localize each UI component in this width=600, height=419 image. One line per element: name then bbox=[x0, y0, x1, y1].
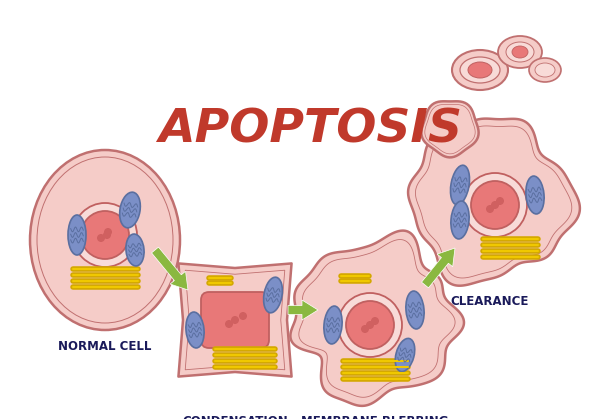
FancyArrow shape bbox=[152, 247, 188, 290]
Ellipse shape bbox=[97, 234, 105, 242]
Polygon shape bbox=[178, 264, 292, 377]
Ellipse shape bbox=[395, 339, 415, 372]
Ellipse shape bbox=[498, 36, 542, 68]
Polygon shape bbox=[290, 230, 464, 406]
FancyArrow shape bbox=[288, 300, 318, 320]
Ellipse shape bbox=[366, 321, 374, 329]
Ellipse shape bbox=[491, 201, 499, 209]
Ellipse shape bbox=[460, 57, 500, 83]
Ellipse shape bbox=[239, 312, 247, 320]
Text: CLEARANCE: CLEARANCE bbox=[451, 295, 529, 308]
Text: APOPTOSIS: APOPTOSIS bbox=[158, 108, 462, 153]
Ellipse shape bbox=[263, 277, 283, 313]
Ellipse shape bbox=[486, 205, 494, 213]
Ellipse shape bbox=[324, 306, 342, 344]
Ellipse shape bbox=[535, 63, 555, 77]
Ellipse shape bbox=[361, 325, 369, 333]
FancyBboxPatch shape bbox=[201, 292, 269, 348]
Ellipse shape bbox=[346, 301, 394, 349]
Ellipse shape bbox=[68, 215, 86, 255]
Ellipse shape bbox=[338, 293, 402, 357]
FancyArrow shape bbox=[422, 248, 455, 288]
Ellipse shape bbox=[30, 150, 180, 330]
Ellipse shape bbox=[37, 157, 173, 323]
Ellipse shape bbox=[506, 42, 534, 62]
Polygon shape bbox=[421, 101, 479, 158]
Ellipse shape bbox=[463, 173, 527, 237]
Ellipse shape bbox=[186, 312, 204, 348]
Ellipse shape bbox=[73, 203, 137, 267]
Ellipse shape bbox=[496, 197, 504, 205]
Ellipse shape bbox=[471, 181, 519, 229]
Ellipse shape bbox=[103, 231, 111, 239]
Ellipse shape bbox=[119, 192, 140, 228]
Ellipse shape bbox=[104, 228, 112, 236]
Ellipse shape bbox=[126, 234, 144, 266]
Polygon shape bbox=[408, 119, 580, 286]
Ellipse shape bbox=[81, 211, 129, 259]
Ellipse shape bbox=[512, 46, 528, 58]
Ellipse shape bbox=[468, 62, 492, 78]
Text: CONDENSATION: CONDENSATION bbox=[182, 415, 288, 419]
Text: MEMBRANE BLEBBING: MEMBRANE BLEBBING bbox=[301, 415, 449, 419]
Ellipse shape bbox=[225, 320, 233, 328]
Ellipse shape bbox=[231, 316, 239, 324]
Ellipse shape bbox=[406, 291, 424, 329]
Ellipse shape bbox=[526, 176, 544, 214]
Text: NORMAL CELL: NORMAL CELL bbox=[58, 340, 152, 353]
Ellipse shape bbox=[451, 165, 470, 205]
Ellipse shape bbox=[529, 58, 561, 82]
Ellipse shape bbox=[451, 201, 469, 239]
Ellipse shape bbox=[452, 50, 508, 90]
Ellipse shape bbox=[371, 317, 379, 325]
